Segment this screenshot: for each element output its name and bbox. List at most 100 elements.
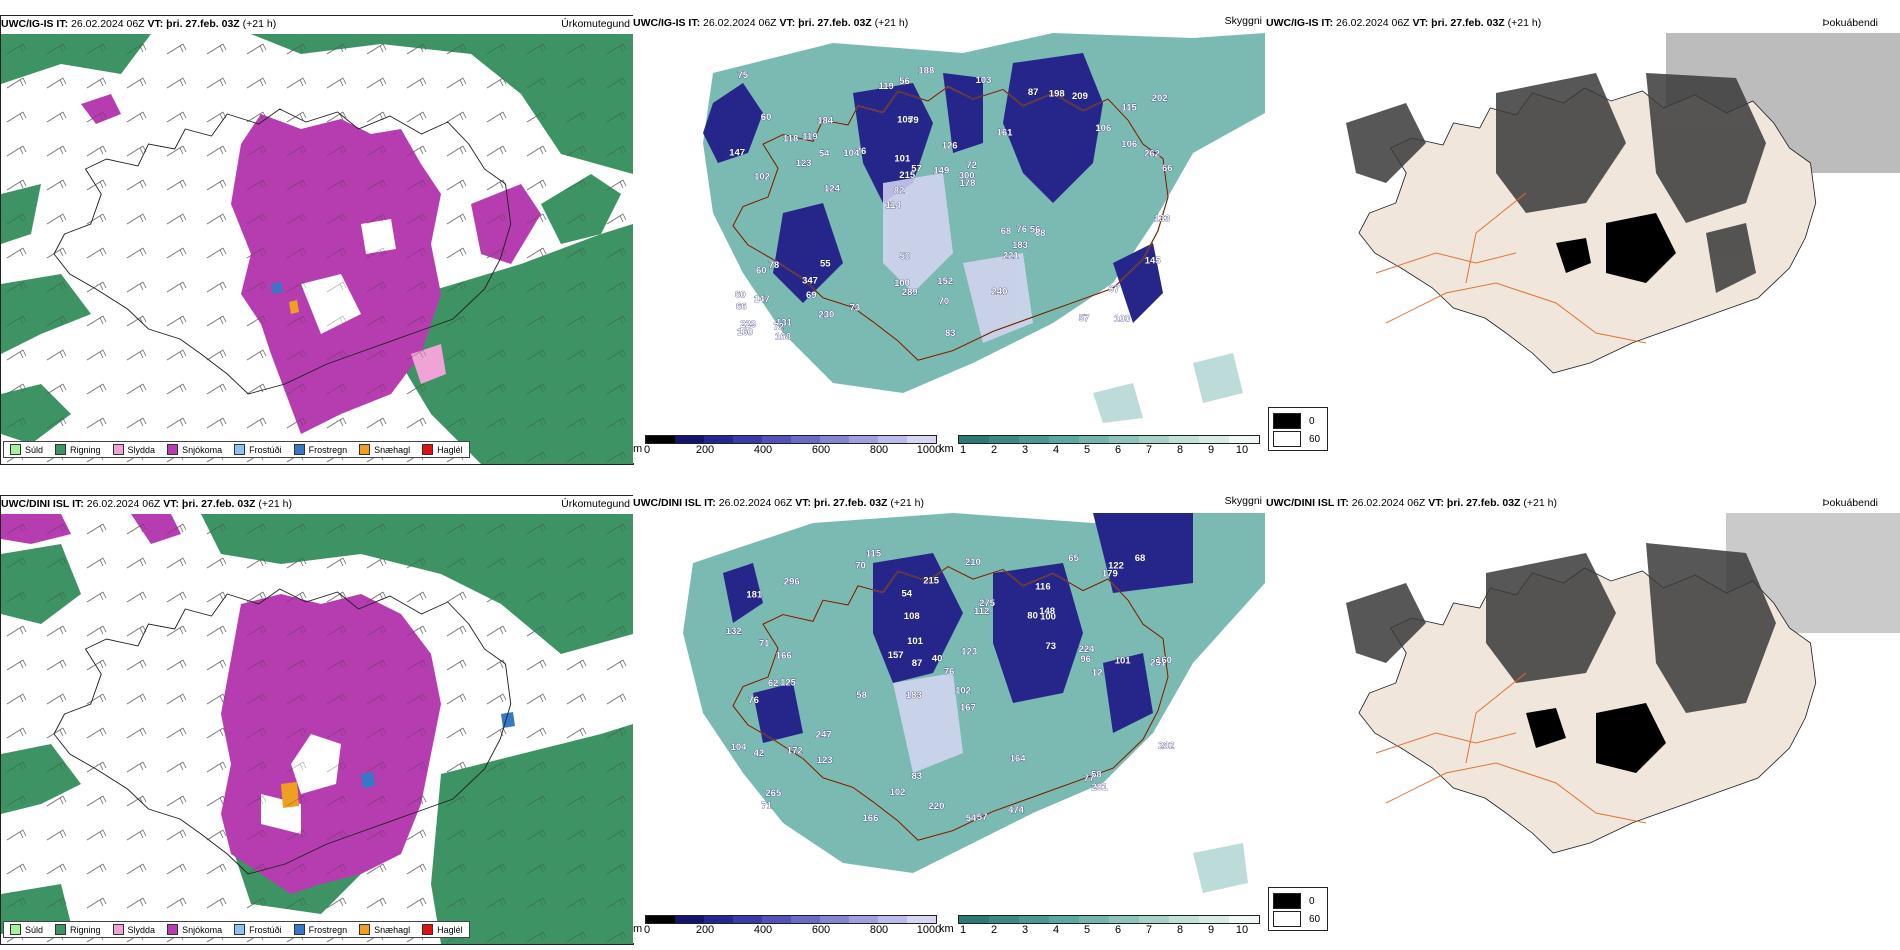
ceiling-value: 262 [1144,149,1160,160]
ceiling-value: 57 [911,164,922,175]
fog-map[interactable] [1266,33,1900,463]
ceiling-value: 72 [773,322,784,333]
visibility-tick-label: 2 [990,444,998,456]
ceiling-value-labels: 100 102 115 114 161 131 105 126 78 76 66 69 79 72 68 60… [729,65,1173,343]
field-name: Þokuábendi [1822,17,1878,29]
lead-time: (+21 h) [874,17,909,29]
ceiling-value: 178 [960,178,976,189]
ceiling-value: 300 [959,171,975,182]
valid-time: þri. 27.feb. 03Z [813,497,888,509]
legend-swatch [167,444,179,455]
legend-label: Rigning [70,444,101,455]
ceiling-value: 168 [775,332,791,343]
legend-item: Haglél [422,444,463,455]
ceiling-value: 68 [1135,553,1146,564]
ceiling-value: 66 [736,302,747,313]
ceiling-value: 58 [856,690,867,701]
visibility-unit: km [939,443,954,455]
fog-map[interactable] [1266,513,1900,943]
legend-swatch [167,924,179,935]
fog-legend-light-swatch [1273,431,1301,447]
legend-label: Frostregn [308,444,348,455]
valid-time-label: VT: [163,498,179,510]
lead-time: (+21 h) [890,497,924,509]
ceiling-value: 54 [966,813,977,824]
fog-legend-dark-swatch [1273,413,1301,429]
ceiling-value: 347 [802,276,818,287]
ceiling-map[interactable]: 100 102 115 114 161 131 105 126 78 76 66 69 79 72 68 60… [633,33,1265,433]
init-time: 26.02.2024 06Z [71,18,145,30]
ceiling-value: 102 [890,787,906,798]
ceiling-value: 101 [907,636,924,647]
ceiling-value: 76 [1017,224,1028,235]
legend-item: Snjókoma [167,924,222,935]
panel-header: UWC/DINI ISL IT: 26.02.2024 06Z VT: þri.… [1,496,633,514]
ceiling-value: 161 [997,127,1014,138]
ceiling-value: 78 [769,260,780,271]
ceiling-value: 102 [754,171,770,182]
panel-header: UWC/IG-IS IT: 26.02.2024 06Z VT: þri. 27… [633,15,1265,33]
ceiling-value: 112 [974,606,989,617]
legend-swatch [55,924,67,935]
ceiling-value: 289 [902,287,918,298]
visibility-tick-label: 5 [1083,444,1091,456]
ceiling-value: 123 [796,158,812,169]
valid-time: þri. 27.feb. 03Z [166,18,240,30]
ceiling-value: 184 [817,115,834,126]
legend-label: Súld [25,444,44,455]
lead-time: (+21 h) [1523,497,1557,509]
fog-legend-dark-swatch [1273,893,1301,909]
ceiling-value: 215 [899,170,916,181]
legend-label: Slydda [127,924,156,935]
ceiling-value: 104 [731,742,748,753]
model-name: UWC/DINI ISL [1266,497,1335,509]
ceiling-tick-label: 600 [811,444,831,456]
ceiling-value: 71 [761,800,772,811]
visibility-tick-label: 10 [1235,444,1249,456]
ceiling-value: 71 [759,639,770,650]
legend-swatch [10,924,21,935]
ceiling-value: 65 [1068,553,1079,564]
legend-swatch [112,444,124,455]
precip-map[interactable] [1,514,633,944]
legend-item: Slydda [112,444,155,455]
ceiling-value: 50 [900,251,911,262]
ceiling-value: 68 [1001,226,1012,237]
ceiling-tick-label: 800 [869,444,889,456]
ceiling-value: 126 [942,141,958,152]
visibility-tick-label: 4 [1052,924,1060,936]
legend-item: Haglél [422,924,463,935]
legend-label: Haglél [437,444,463,455]
ceiling-value: 60 [735,289,746,300]
legend-label: Frostúði [249,924,282,935]
legend-item: Slydda [112,924,156,935]
ceiling-value: 106 [1095,123,1111,134]
fog-legend-light-swatch [1273,911,1301,927]
legend-item: Súld [10,924,43,935]
legend-label: Snæhagl [374,444,411,455]
ceiling-value: 12 [1092,668,1103,679]
ceiling-map[interactable]: 115 116 251 183 167 125 181 80 76 112 76 71 70 58 54 57… [633,513,1265,913]
visibility-tick-label: 3 [1021,444,1029,456]
lead-time: (+21 h) [258,498,292,510]
ceiling-value: 131 [776,318,793,329]
ceiling-value: 83 [945,328,956,339]
ceiling-value: 116 [1035,582,1050,593]
init-time-label: IT: [704,497,716,509]
ceiling-value: 282 [1158,741,1174,752]
ceiling-value: 115 [866,548,882,559]
legend-item: Frostregn [293,924,347,935]
valid-time-label: VT: [1412,17,1429,29]
legend-item: Snæhagl [359,444,410,455]
ceiling-value: 166 [776,650,792,661]
ceiling-value: 106 [1121,139,1137,150]
precip-map[interactable] [1,34,633,464]
ceiling-value: 80 [1027,611,1038,622]
legend-item: Frostúði [234,444,282,455]
ceiling-value: 122 [1108,561,1124,572]
legend-item: Snjókoma [167,444,222,455]
field-name: Skyggni [1224,495,1262,507]
ceiling-value: 145 [1145,256,1162,267]
legend-label: Frostúði [249,444,282,455]
ceiling-value: 77 [1084,773,1095,784]
